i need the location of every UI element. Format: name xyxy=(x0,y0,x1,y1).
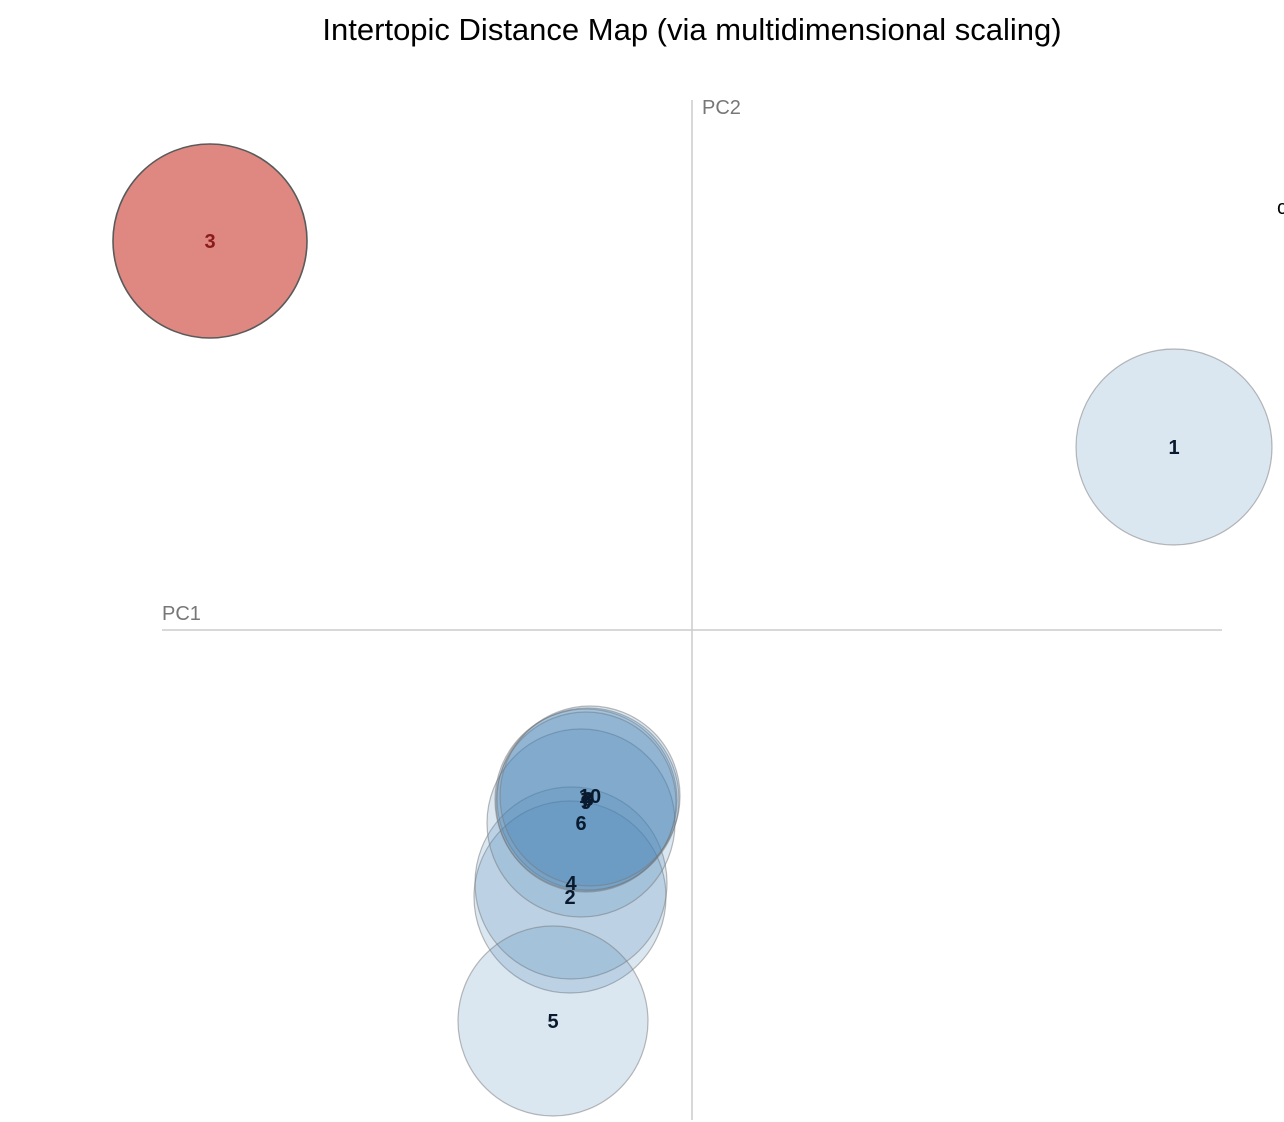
topic-circle-9[interactable] xyxy=(495,711,677,893)
topic-label-3: 3 xyxy=(204,231,215,253)
topic-label-10: 10 xyxy=(579,786,601,808)
topic-label-2: 2 xyxy=(564,887,575,909)
topic-label-6: 6 xyxy=(575,813,586,835)
topic-label-1: 1 xyxy=(1168,437,1179,459)
topic-circle-8[interactable] xyxy=(496,707,680,891)
topic-circle-3[interactable] xyxy=(112,143,308,339)
topic-label-9: 9 xyxy=(580,792,591,814)
topic-circle-7[interactable] xyxy=(494,708,678,892)
y-axis-label: PC2 xyxy=(702,97,741,119)
topic-circle-5[interactable] xyxy=(457,925,649,1117)
topic-label-5: 5 xyxy=(547,1011,558,1033)
x-axis-label: PC1 xyxy=(162,603,201,625)
topic-label-7: 7 xyxy=(580,790,591,812)
topic-circle-1[interactable] xyxy=(1075,348,1273,546)
topic-label-8: 8 xyxy=(582,789,593,811)
clipped-side-text: c xyxy=(1277,197,1284,219)
topic-circle-6[interactable] xyxy=(486,728,676,918)
topic-circles xyxy=(112,143,1273,1117)
topic-circle-10[interactable] xyxy=(499,705,681,887)
topic-label-4: 4 xyxy=(565,873,577,895)
chart-title: Intertopic Distance Map (via multidimens… xyxy=(322,12,1061,47)
